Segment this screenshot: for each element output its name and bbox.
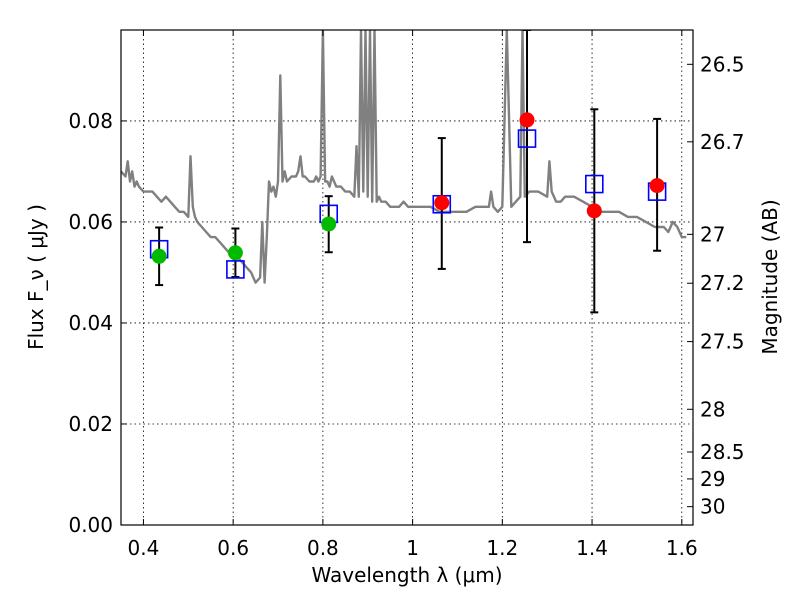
open-square-marker [226,260,245,279]
x-tick-label: 0.4 [128,536,160,560]
y-tick-label: 0.04 [68,311,113,335]
x-tick-label: 1.2 [486,536,518,560]
y2-tick-label: 29 [700,467,725,491]
model-spectrum-line [121,30,687,284]
y2-tick-label: 27 [700,222,725,246]
x-tick-label: 0.8 [307,536,339,560]
y2-tick-label: 28.5 [700,440,745,464]
data-markers [149,112,667,279]
y-tick-label: 0.06 [68,210,113,234]
x-tick-label: 0.6 [217,536,249,560]
filled-circle-marker [586,203,602,219]
y2-tick-label: 26.5 [700,52,745,76]
y2-tick-label: 26.7 [700,130,745,154]
x-tick-label: 1.6 [666,536,698,560]
y2-tick-label: 28 [700,397,725,421]
x-tick-label: 1.4 [576,536,608,560]
y2-tick-label: 30 [700,495,725,519]
filled-circle-marker [227,245,243,261]
filled-circle-marker [151,248,167,264]
open-square-marker [585,174,604,194]
y2-axis-label: Magnitude (AB) [758,199,782,354]
plot-frame [120,29,694,526]
x-tick-label: 1 [406,536,419,560]
filled-circle-marker [519,112,535,128]
filled-circle-marker [649,178,665,194]
y-tick-label: 0.02 [68,412,113,436]
x-axis-label: Wavelength λ (μm) [311,563,502,587]
y-tick-label: 0.00 [68,513,113,537]
axis-ticks: 0.4 0.6 0.8 1 1.2 1.4 1.6 0.00 0.02 0.04 0.06 0.08 2… [68,30,745,560]
filled-circle-marker [434,195,450,211]
y2-tick-label: 27.5 [700,330,745,354]
filled-circle-marker [321,216,337,232]
y-tick-label: 0.08 [68,109,113,133]
y-axis-label: Flux F_ν ( μJy ) [24,204,48,350]
open-square-marker [517,129,537,148]
y2-tick-label: 27.2 [700,271,745,295]
model-spectrum [121,30,687,284]
